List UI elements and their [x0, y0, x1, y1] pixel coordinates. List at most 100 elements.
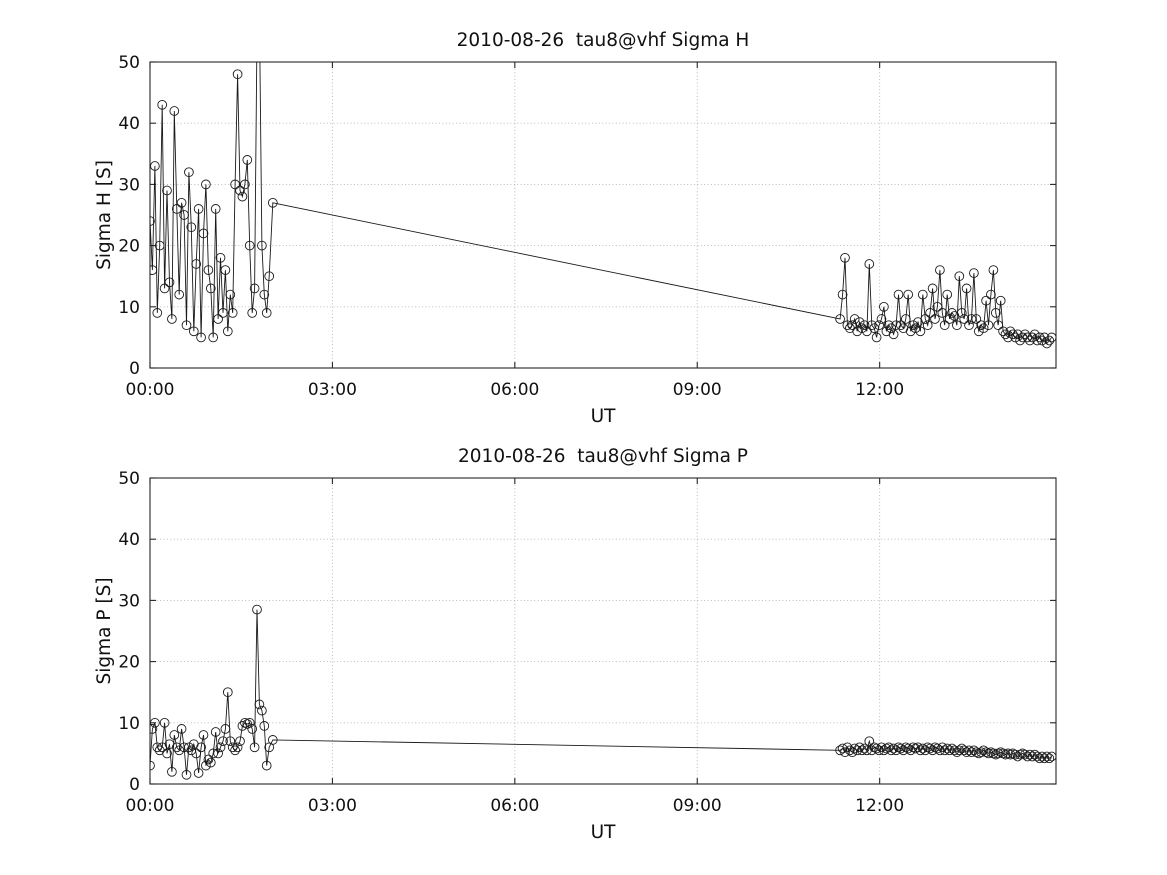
chart-title: 2010-08-26 tau8@vhf Sigma P — [458, 446, 748, 467]
data-point — [208, 748, 219, 759]
data-point — [983, 748, 994, 759]
data-point — [915, 326, 926, 337]
x-axis-label: UT — [591, 406, 617, 427]
data-point — [227, 308, 238, 318]
data-point — [205, 283, 216, 294]
data-point — [244, 717, 255, 728]
data-point — [1007, 329, 1018, 340]
data-point — [150, 760, 155, 771]
data-point — [198, 228, 209, 239]
data-point — [990, 308, 1001, 318]
data-point — [900, 742, 911, 753]
data-point — [896, 743, 906, 754]
data-point — [174, 289, 185, 300]
data-point — [188, 326, 199, 337]
data-point — [264, 271, 275, 282]
data-point — [253, 27, 262, 36]
data-point — [935, 265, 945, 275]
data-point — [1010, 332, 1021, 343]
data-point — [150, 265, 158, 275]
data-point — [213, 314, 223, 324]
data-point — [1044, 335, 1055, 346]
data-point — [244, 240, 255, 251]
data-point — [255, 9, 264, 18]
data-point — [1029, 749, 1040, 760]
data-point — [947, 743, 957, 754]
data-point — [1034, 753, 1045, 764]
data-point — [1032, 751, 1043, 762]
data-point — [866, 745, 877, 756]
data-point — [232, 742, 243, 753]
data-point — [259, 721, 270, 731]
data-point — [988, 748, 999, 759]
data-point — [159, 717, 170, 728]
data-point — [259, 289, 270, 300]
data-point — [210, 204, 221, 214]
data-point — [1039, 753, 1050, 764]
data-point — [864, 736, 875, 747]
data-point — [225, 736, 236, 747]
data-point — [925, 308, 935, 318]
data-point — [927, 283, 938, 294]
data-point — [252, 604, 262, 615]
data-point — [1003, 748, 1013, 759]
data-point — [976, 320, 987, 331]
data-point — [903, 289, 914, 300]
y-tick-label: 50 — [118, 469, 140, 489]
data-point — [893, 742, 904, 753]
data-point — [218, 736, 228, 747]
data-point — [230, 745, 240, 756]
data-point — [910, 743, 921, 754]
data-point — [976, 747, 987, 758]
y-tick-label: 50 — [118, 53, 140, 73]
data-series — [150, 604, 1056, 780]
data-point — [961, 747, 972, 758]
data-point — [908, 320, 918, 331]
data-point — [879, 301, 889, 312]
data-point — [1020, 749, 1030, 760]
data-point — [1007, 748, 1018, 759]
data-point — [939, 320, 950, 331]
data-point — [218, 308, 228, 318]
data-point — [859, 320, 870, 331]
data-point — [876, 742, 887, 753]
data-point — [1022, 751, 1033, 762]
data-point — [998, 326, 1008, 337]
data-point — [225, 289, 236, 300]
data-point — [1037, 335, 1047, 346]
data-point — [949, 745, 960, 756]
data-point — [162, 185, 172, 196]
data-point — [913, 742, 923, 753]
data-point — [930, 314, 940, 324]
data-point — [857, 323, 867, 334]
data-point — [220, 724, 231, 734]
data-point — [942, 289, 953, 300]
x-tick-label: 03:00 — [308, 380, 357, 400]
plot-border — [149, 477, 1057, 785]
data-point — [903, 743, 914, 754]
data-point — [198, 730, 209, 740]
y-tick-label: 40 — [118, 114, 140, 134]
data-point — [242, 155, 253, 165]
data-point — [1044, 753, 1055, 764]
data-point — [261, 308, 272, 318]
data-point — [966, 314, 977, 324]
data-point — [152, 308, 163, 318]
data-point — [257, 705, 267, 716]
y-axis-label: Sigma H [S] — [94, 160, 115, 270]
data-point — [257, 240, 267, 251]
data-point — [247, 308, 258, 318]
data-point — [1032, 335, 1043, 346]
data-point — [1027, 332, 1038, 343]
data-point — [917, 743, 928, 754]
data-point — [952, 320, 962, 331]
x-tick-label: 09:00 — [673, 380, 722, 400]
data-point — [1000, 329, 1011, 340]
data-point — [978, 323, 989, 334]
data-point — [896, 320, 906, 331]
data-point — [986, 289, 996, 300]
y-tick-label: 30 — [118, 591, 140, 611]
data-point — [196, 332, 206, 343]
data-point — [983, 320, 994, 331]
x-tick-label: 00:00 — [126, 796, 175, 816]
